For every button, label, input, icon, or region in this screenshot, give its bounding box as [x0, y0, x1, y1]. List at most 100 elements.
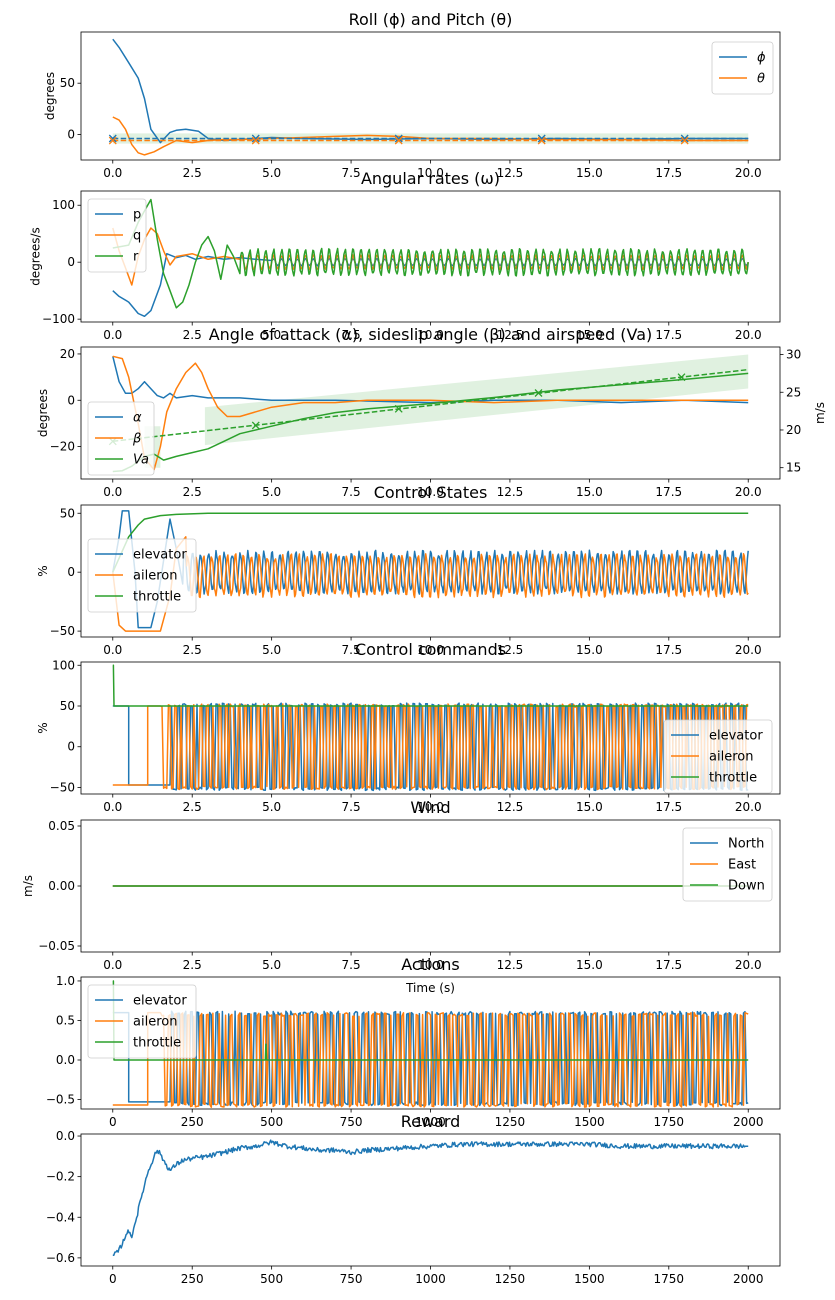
chart-title: Angular rates (ω): [361, 169, 500, 188]
x-tick-label: 12.5: [497, 958, 524, 972]
legend: elevator aileron throttle: [87, 984, 197, 1059]
y-tick-label: 50: [60, 76, 75, 90]
x-tick-label: 12.5: [497, 328, 524, 342]
legend: pqr: [87, 198, 147, 273]
x-tick-label: 17.5: [655, 800, 682, 814]
y-axis-label: %: [36, 565, 50, 576]
x-tick-label: 1500: [574, 1115, 605, 1129]
legend-label: α: [133, 411, 142, 426]
plot-area: [112, 664, 749, 792]
y-tick-label: −50: [50, 780, 75, 794]
x-tick-label: 0.0: [103, 958, 122, 972]
x-tick-label: 2.5: [183, 328, 202, 342]
chart-title: Actions: [401, 955, 459, 974]
legend-label: East: [728, 858, 756, 873]
x-tick-label: 20.0: [735, 958, 762, 972]
y-tick-label: −100: [42, 312, 75, 326]
y-axis-label: degrees/s: [28, 227, 42, 286]
x-tick-label: 0.0: [103, 485, 122, 499]
x-tick-label: 1000: [415, 1115, 446, 1129]
x-tick-label: 12.5: [497, 485, 524, 499]
chart-panel: 0.0 2.5 5.0 7.5 10.0 12.5 15.0 17.5 20.0 −20 0 20 15…: [36, 325, 827, 499]
series-line: [112, 356, 749, 404]
y-tick-label: 0.0: [56, 1129, 75, 1143]
data-point-marker: [677, 373, 686, 382]
legend-label: θ: [757, 72, 765, 87]
series-line: [112, 512, 749, 573]
legend-label: aileron: [133, 1015, 177, 1030]
x-tick-label: 17.5: [655, 485, 682, 499]
x-tick-label: 12.5: [497, 166, 524, 180]
y-tick-label: 0: [67, 255, 75, 269]
legend-frame: [87, 984, 197, 1059]
chart-panel: 0 250 500 750 1000 1250 1500 1750 2000 −0.6 −0.4 −0…: [46, 1112, 781, 1286]
chart-panel: 0.0 2.5 5.0 7.5 10.0 12.5 15.0 17.5 20.0 −0.05 0.0…: [21, 798, 781, 995]
legend-label: elevator: [133, 994, 187, 1009]
x-tick-label: 750: [340, 1115, 363, 1129]
chart-panel: 0.0 2.5 5.0 7.5 10.0 12.5 15.0 17.5 20.0 0 50 Roll …: [43, 10, 781, 180]
y-tick-label: 100: [52, 198, 75, 212]
legend-label: North: [728, 837, 764, 852]
x-tick-label: 0: [109, 1115, 117, 1129]
y-right-tick-label: 30: [786, 348, 801, 362]
x-tick-label: 10.0: [417, 643, 444, 657]
y-tick-label: −0.6: [46, 1251, 75, 1265]
plot-area: [112, 510, 749, 632]
x-tick-label: 250: [181, 1115, 204, 1129]
data-point-marker: [680, 136, 689, 145]
x-tick-label: 0: [109, 1272, 117, 1286]
axes-frame: [80, 1133, 781, 1267]
y-right-tick-label: 15: [786, 461, 801, 475]
x-tick-label: 20.0: [735, 485, 762, 499]
x-tick-label: 15.0: [576, 328, 603, 342]
x-tick-label: 10.0: [417, 328, 444, 342]
series-line: [112, 38, 749, 144]
y-tick-label: 50: [60, 506, 75, 520]
x-tick-label: 15.0: [576, 958, 603, 972]
y-axis-label: m/s: [21, 875, 35, 897]
legend-label: p: [133, 208, 141, 223]
y-axis-label: degrees: [43, 72, 57, 120]
x-tick-label: 7.5: [342, 328, 361, 342]
x-axis-label: Time (s): [405, 981, 455, 995]
x-tick-label: 0.0: [103, 328, 122, 342]
legend-label: elevator: [133, 548, 187, 563]
x-tick-label: 750: [340, 1272, 363, 1286]
data-point-marker: [394, 136, 403, 145]
series-line: [112, 510, 749, 629]
series-line: [112, 703, 749, 791]
series-line: [112, 198, 749, 309]
x-tick-label: 2.5: [183, 800, 202, 814]
y-tick-label: 0.05: [48, 819, 75, 833]
x-tick-label: 15.0: [576, 485, 603, 499]
legend-label: Down: [728, 879, 765, 894]
legend: elevator aileron throttle: [663, 719, 773, 794]
series-line: [112, 664, 749, 707]
legend: αβ Va: [87, 401, 155, 476]
plot-area: [112, 198, 749, 318]
series-line: [112, 980, 749, 1061]
legend-label: throttle: [709, 771, 757, 786]
legend-frame: [87, 538, 197, 613]
x-tick-label: 20.0: [735, 643, 762, 657]
x-tick-label: 1750: [654, 1272, 685, 1286]
x-tick-label: 500: [260, 1115, 283, 1129]
x-tick-label: 2.5: [183, 643, 202, 657]
data-point-marker: [251, 134, 260, 143]
data-point-marker: [537, 134, 546, 143]
x-tick-label: 2.5: [183, 958, 202, 972]
plot-area: [108, 354, 749, 473]
x-tick-label: 2.5: [183, 485, 202, 499]
y-tick-label: 1.0: [56, 974, 75, 988]
chart-title: Reward: [401, 1112, 461, 1131]
series-line: [112, 536, 749, 632]
plot-area: [112, 980, 749, 1108]
chart-title: Angle of attack (α), sideslip angle (β) …: [209, 325, 653, 344]
chart-panel: 0.0 2.5 5.0 7.5 10.0 12.5 15.0 17.5 20.0 −50 0 50 10…: [36, 640, 781, 814]
x-tick-label: 2000: [733, 1272, 764, 1286]
plot-area: [108, 38, 749, 156]
y-tick-label: 0: [67, 565, 75, 579]
y-tick-label: 50: [60, 699, 75, 713]
legend-label: ϕ: [757, 51, 766, 66]
x-tick-label: 20.0: [735, 328, 762, 342]
